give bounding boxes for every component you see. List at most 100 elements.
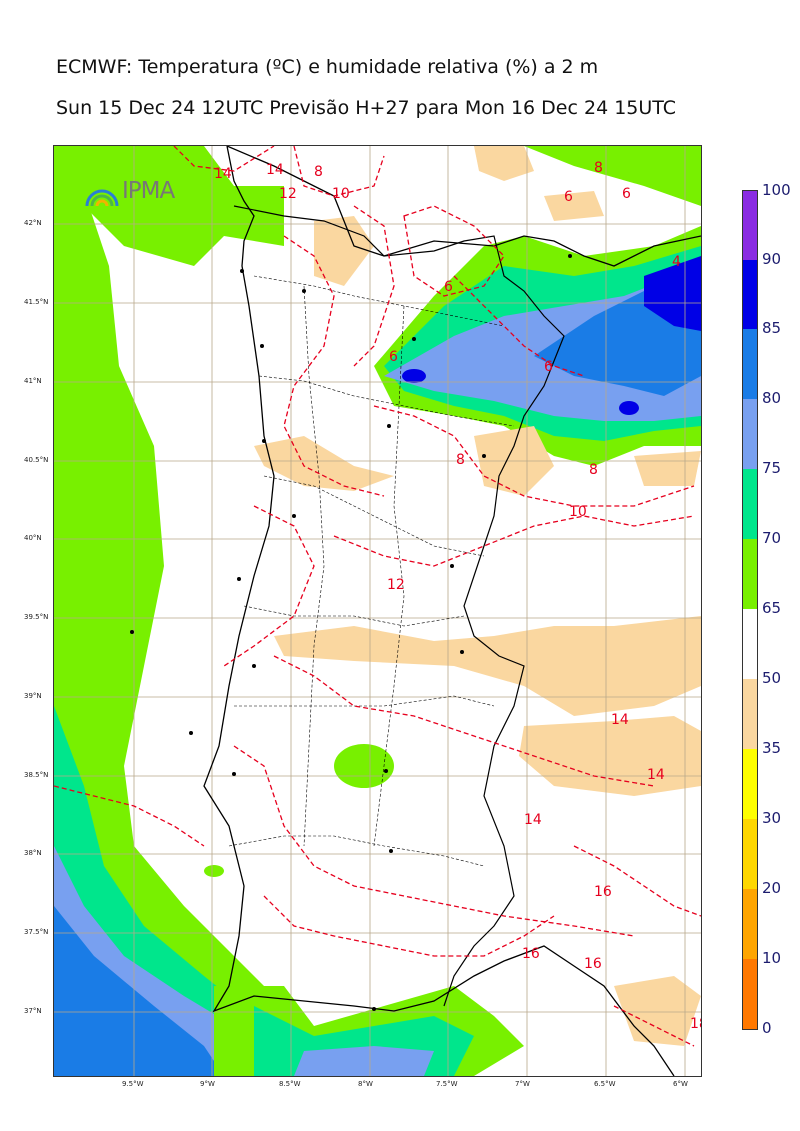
isotherm-label: 10 — [332, 186, 350, 202]
forecast-subtitle: Sun 15 Dec 24 12UTC Previsão H+27 para M… — [56, 97, 677, 119]
longitude-label: 7°W — [515, 1080, 530, 1088]
isotherm-label: 6 — [622, 186, 631, 202]
isotherm-label: 6 — [389, 349, 398, 365]
rh-65-70-ocean-west — [54, 146, 324, 1076]
rh-65-north-top — [524, 146, 701, 206]
isotherm-label: 14 — [266, 162, 284, 178]
longitude-label: 7.5°W — [436, 1080, 458, 1088]
colorbar-tick-label: 10 — [762, 949, 782, 967]
ipma-logo-text: IPMA — [122, 178, 175, 204]
colorbar-segment — [743, 749, 757, 819]
colorbar-tick-label: 85 — [762, 319, 782, 337]
latitude-label: 40.5°N — [24, 456, 49, 464]
colorbar-segment — [743, 469, 757, 539]
colorbar-segment — [743, 191, 757, 260]
rh-80-85-ocean — [54, 906, 224, 1076]
rh-35-50-patch-north-3 — [544, 191, 604, 221]
colorbar-tick-label: 75 — [762, 459, 782, 477]
colorbar-segment — [743, 819, 757, 889]
humidity-colorbar — [742, 190, 758, 1030]
longitude-label: 9.5°W — [122, 1080, 144, 1088]
isotherm-labels: 14 14 12 10 8 8 6 6 6 4 6 8 8 10 12 14 14 14 16 16 16 18 6 — [214, 160, 701, 1032]
colorbar-tick-label: 50 — [762, 669, 782, 687]
isotherm-label: 14 — [647, 767, 665, 783]
longitude-label: 6°W — [673, 1080, 688, 1088]
isotherm-label: 8 — [314, 164, 323, 180]
rh-85-northeast-core — [644, 256, 701, 331]
colorbar-segment — [743, 399, 757, 469]
colorbar-segment — [743, 609, 757, 679]
colorbar-tick-label: 65 — [762, 599, 782, 617]
latitude-label: 38.5°N — [24, 771, 49, 779]
rh-35-50-patch-north-2 — [474, 146, 534, 181]
rh-35-50-patch-center-1 — [254, 436, 394, 491]
colorbar-segment — [743, 539, 757, 609]
ipma-logo-icon — [85, 189, 119, 207]
rh-65-inland-spot-2 — [204, 865, 224, 877]
colorbar-tick-label: 20 — [762, 879, 782, 897]
latitude-label: 41°N — [24, 377, 42, 385]
rh-65-inland-spot — [334, 744, 394, 788]
temperature-isotherms — [54, 146, 701, 1047]
isotherm-label: 16 — [594, 884, 612, 900]
isotherm-label: 16 — [522, 946, 540, 962]
colorbar-tick-label: 35 — [762, 739, 782, 757]
colorbar-tick-label: 80 — [762, 389, 782, 407]
rh-35-50-patch-center-3 — [634, 451, 701, 486]
map-canvas: 14 14 12 10 8 8 6 6 6 4 6 8 8 10 12 14 14 14 16 16 16 18 6 — [54, 146, 701, 1076]
rh-35-50-patch-mid-band — [274, 616, 701, 716]
rh-65-north-west — [54, 146, 284, 266]
graticule — [54, 146, 701, 1076]
isotherm-label: 14 — [214, 166, 232, 182]
colorbar-tick-label: 70 — [762, 529, 782, 547]
map-title: ECMWF: Temperatura (ºC) e humidade relat… — [56, 56, 599, 78]
colorbar-tick-label: 90 — [762, 250, 782, 268]
rh-35-50-patch-north — [314, 216, 374, 286]
forecast-map: 14 14 12 10 8 8 6 6 6 4 6 8 8 10 12 14 14 14 16 16 16 18 6 — [53, 145, 702, 1077]
latitude-label: 37.5°N — [24, 928, 49, 936]
rh-85-spot-1 — [402, 369, 426, 383]
humidity-fields — [54, 146, 701, 1076]
colorbar-segment — [743, 889, 757, 959]
rh-75-south-coast — [294, 1046, 434, 1076]
colorbar-segment — [743, 260, 757, 329]
isotherm-label: 4 — [672, 254, 681, 270]
colorbar-tick-label: 0 — [762, 1019, 772, 1037]
rh-35-50-patch-southeast-2 — [614, 976, 701, 1046]
longitude-label: 8°W — [358, 1080, 373, 1088]
isotherm-label: 12 — [387, 577, 405, 593]
isotherm-label: 18 — [690, 1016, 701, 1032]
longitude-label: 9°W — [200, 1080, 215, 1088]
latitude-label: 37°N — [24, 1007, 42, 1015]
colorbar-segment — [743, 329, 757, 399]
city-markers — [130, 254, 572, 1011]
isotherm-label: 10 — [569, 504, 587, 520]
isotherm-label: 12 — [279, 186, 297, 202]
latitude-label: 39°N — [24, 692, 42, 700]
rh-35-50-patch-south-east — [519, 716, 701, 796]
district-boundaries — [228, 275, 515, 867]
latitude-label: 41.5°N — [24, 298, 49, 306]
latitude-label: 40°N — [24, 534, 42, 542]
isotherm-label: 6 — [564, 189, 573, 205]
colorbar-segment — [743, 679, 757, 749]
isotherm-label: 8 — [589, 462, 598, 478]
isotherm-label: 6 — [444, 279, 453, 295]
colorbar-segment — [743, 959, 757, 1029]
longitude-label: 6.5°W — [594, 1080, 616, 1088]
coastline — [203, 146, 675, 1076]
latitude-label: 42°N — [24, 219, 42, 227]
isotherm-label: 8 — [456, 452, 465, 468]
spain-portugal-border — [233, 205, 565, 1007]
rh-85-spot-2 — [619, 401, 639, 415]
colorbar-tick-label: 100 — [762, 181, 791, 199]
longitude-label: 8.5°W — [279, 1080, 301, 1088]
latitude-label: 38°N — [24, 849, 42, 857]
isotherm-label: 14 — [524, 812, 542, 828]
isotherm-label: 6 — [544, 359, 553, 375]
colorbar-tick-label: 30 — [762, 809, 782, 827]
isotherm-label: 8 — [594, 160, 603, 176]
isotherm-label: 14 — [611, 712, 629, 728]
isotherm-label: 16 — [584, 956, 602, 972]
latitude-label: 39.5°N — [24, 613, 49, 621]
